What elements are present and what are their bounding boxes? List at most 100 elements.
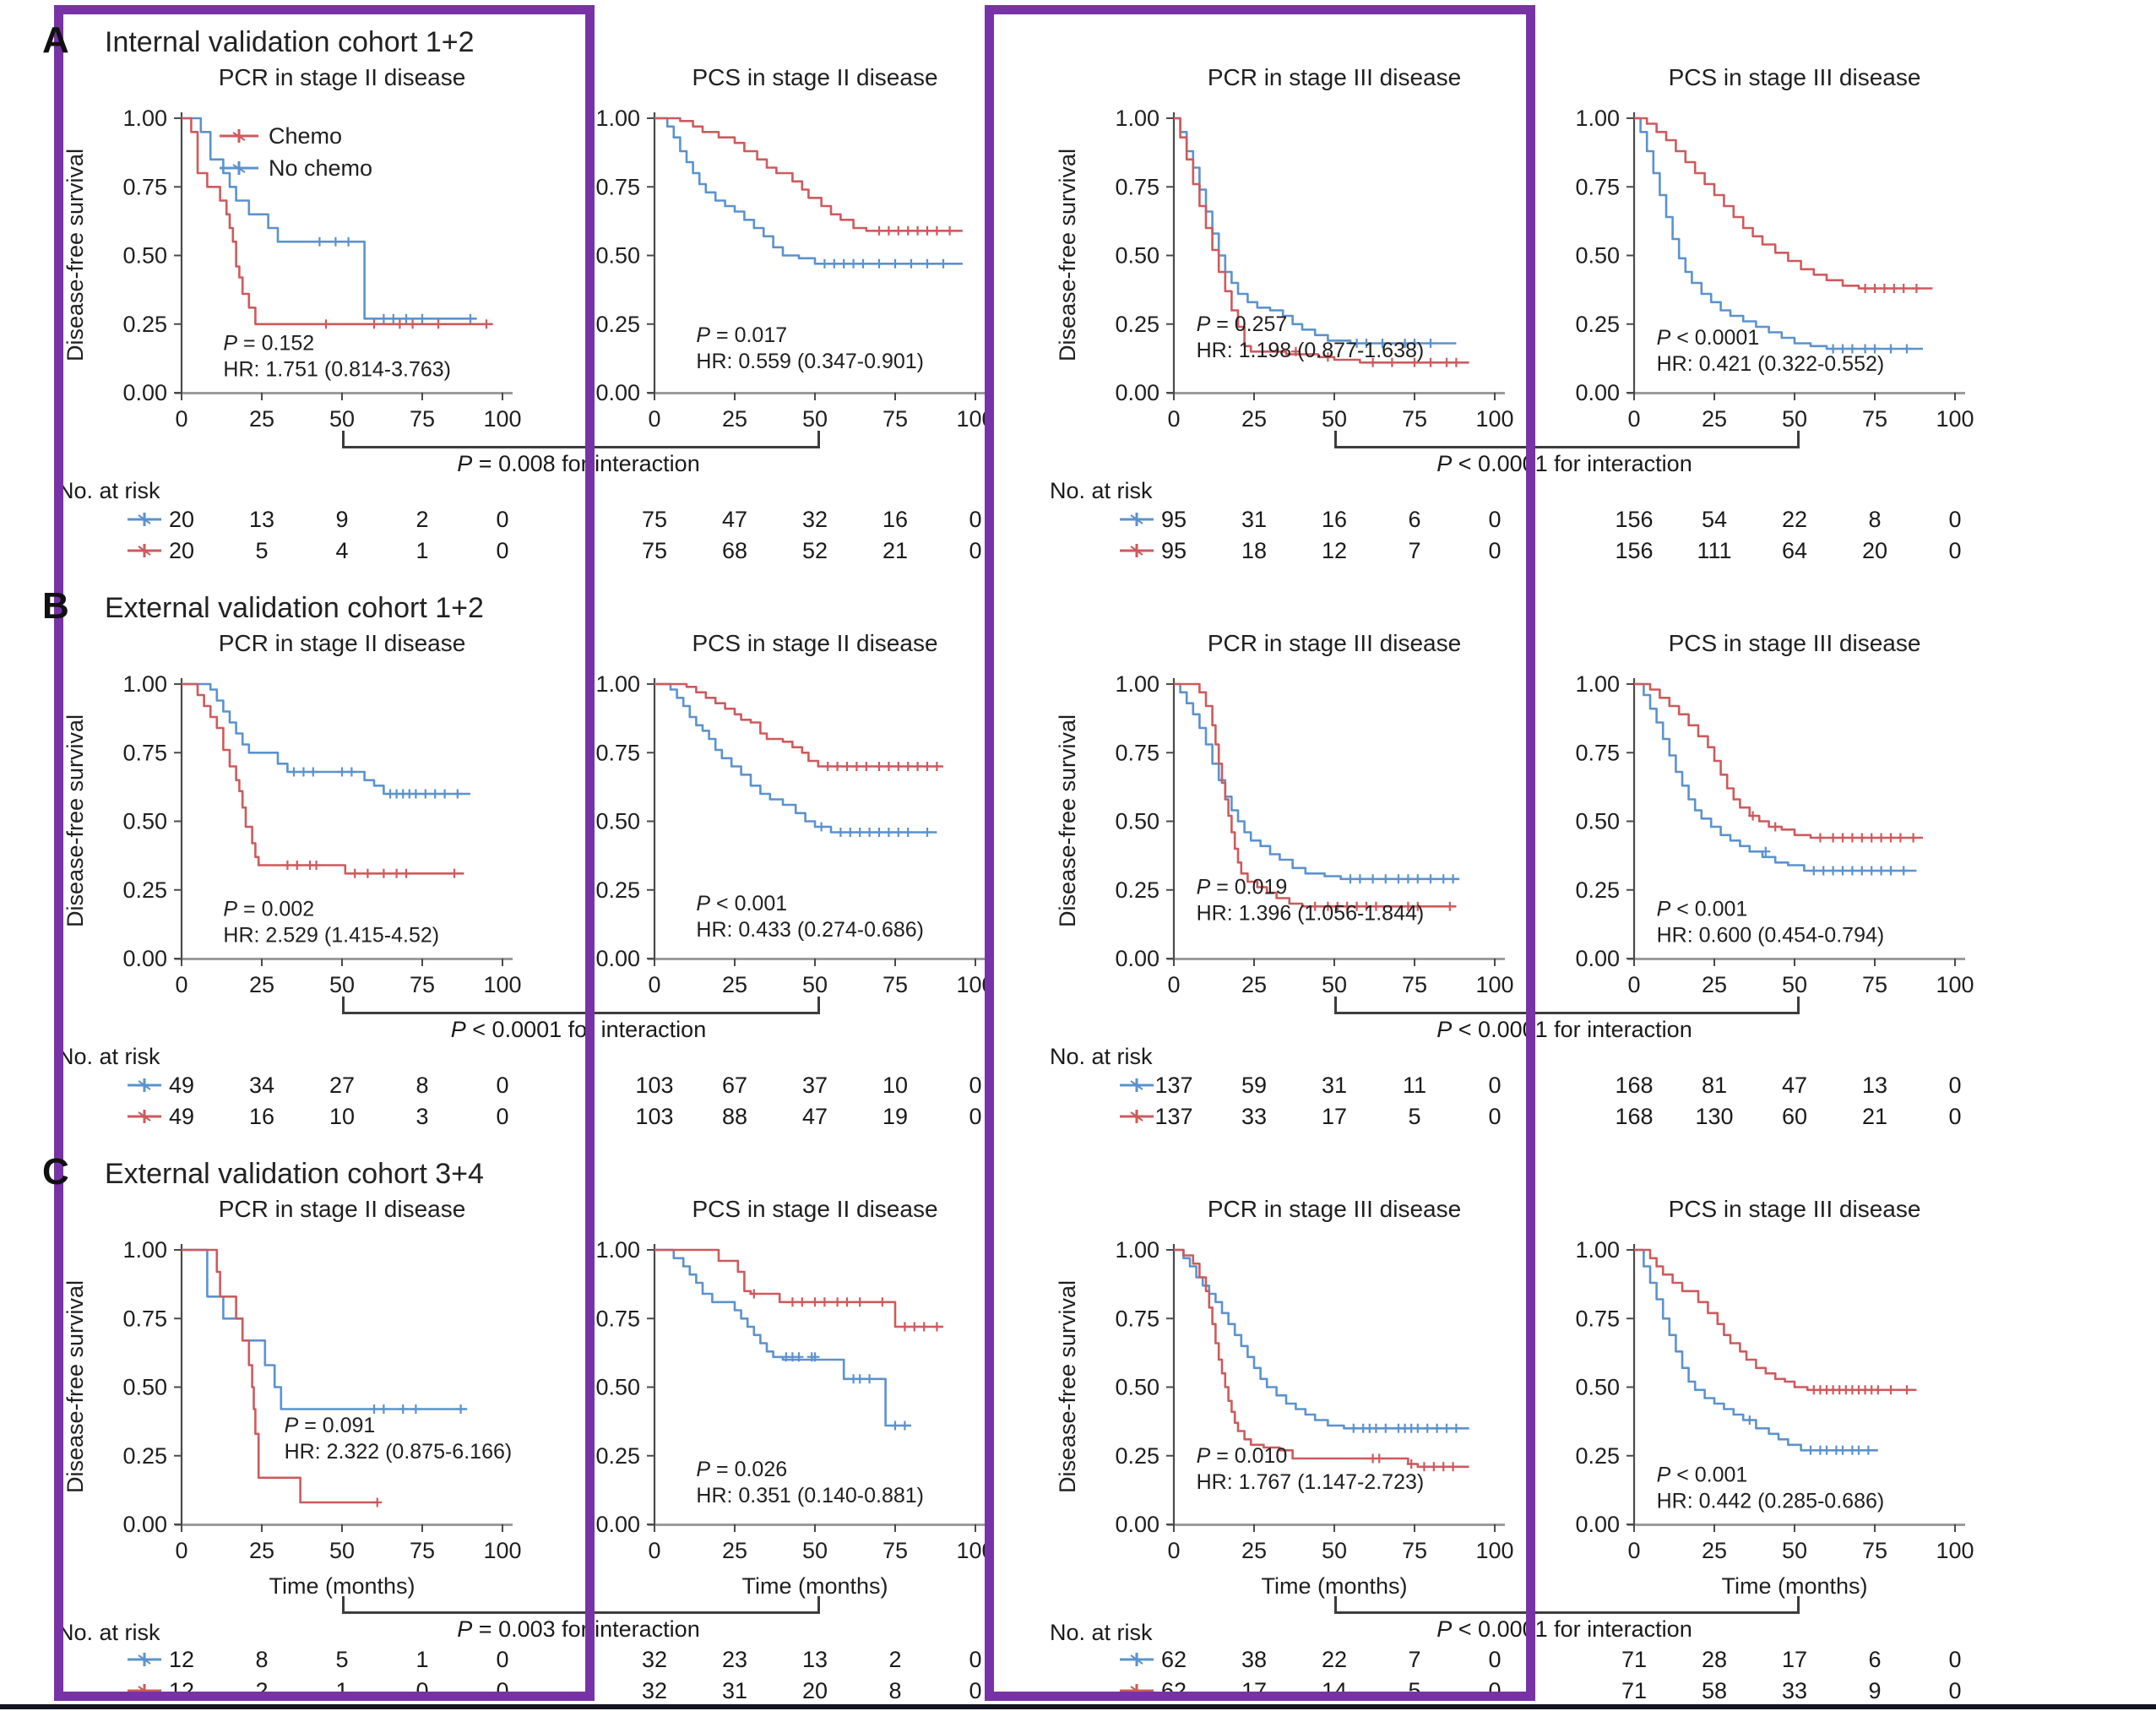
p-rest: = 0.017	[710, 323, 787, 347]
risk-count: 62	[1160, 1647, 1187, 1672]
stats-pvalue: P = 0.091	[285, 1414, 376, 1437]
x-tick-label: 0	[1167, 406, 1180, 432]
censor-marks-no_chemo	[1745, 1415, 1873, 1455]
y-axis-title: Disease-free survival	[1055, 149, 1080, 361]
censor-marks-no_chemo	[819, 258, 948, 269]
x-tick-label: 25	[722, 406, 747, 432]
y-tick-label: 1.00	[122, 671, 167, 697]
y-tick-label: 0.00	[1115, 1512, 1159, 1537]
risk-count: 58	[1701, 1678, 1728, 1703]
stats-hazard-ratio: HR: 0.559 (0.347-0.901)	[696, 350, 924, 373]
risk-count: 103	[635, 1073, 674, 1098]
y-tick-label: 1.00	[1115, 1237, 1159, 1263]
stats-pvalue: P < 0.001	[696, 892, 787, 915]
risk-count: 5	[255, 538, 269, 563]
risk-count: 32	[641, 1647, 668, 1672]
survival-curve-no_chemo	[182, 1248, 468, 1410]
risk-count: 47	[801, 1104, 828, 1129]
risk-count: 12	[168, 1678, 195, 1703]
panel-letter: B	[42, 585, 69, 627]
p-italic: P	[1657, 898, 1671, 921]
y-tick-label: 0.25	[1575, 312, 1620, 337]
stats-hazard-ratio: HR: 1.767 (1.147-2.723)	[1197, 1470, 1425, 1494]
y-tick-label: 0.00	[122, 1512, 167, 1537]
risk-count: 0	[496, 1104, 509, 1129]
risk-count: 111	[1697, 538, 1732, 563]
risk-count: 32	[641, 1678, 668, 1703]
censor-marks-no_chemo	[369, 1404, 466, 1414]
stats-hazard-ratio: HR: 1.396 (1.056-1.844)	[1197, 902, 1425, 926]
x-tick-label: 100	[1936, 406, 1974, 432]
x-tick-label: 75	[1402, 972, 1427, 997]
p-italic: P	[223, 332, 237, 356]
interaction-p-label: P = 0.008 for interaction	[325, 451, 832, 477]
risk-count: 0	[415, 1678, 429, 1703]
y-tick-label: 0.50	[122, 243, 167, 269]
x-tick-label: 75	[882, 1538, 908, 1563]
x-tick-label: 25	[1241, 1538, 1267, 1563]
risk-count: 59	[1241, 1073, 1268, 1098]
stats-hazard-ratio: HR: 1.751 (0.814-3.763)	[223, 358, 451, 382]
km-plot: PCR in stage II disease 1.00 0.75 0.50 0.25 0…	[62, 630, 522, 997]
p-italic: P	[1657, 1464, 1671, 1487]
risk-count: 0	[1488, 1647, 1502, 1672]
risk-row-marker-icon	[128, 1078, 161, 1092]
survival-curve-chemo	[654, 1248, 943, 1328]
censor-marks-no_chemo	[1761, 846, 1909, 876]
x-tick-label: 25	[249, 406, 274, 432]
risk-count: 20	[168, 507, 195, 532]
risk-row-marker-icon	[1120, 1078, 1154, 1092]
y-tick-label: 0.25	[122, 877, 167, 903]
risk-count: 95	[1160, 507, 1187, 532]
survival-curve-chemo	[1174, 117, 1469, 364]
x-tick-label: 50	[329, 406, 355, 432]
stats-pvalue: P = 0.152	[223, 332, 314, 356]
x-tick-label: 100	[956, 406, 994, 432]
marker-diag	[138, 514, 151, 524]
survival-curve-chemo	[654, 682, 943, 768]
plot-title: PCR in stage II disease	[219, 630, 466, 656]
survival-curve-chemo	[1634, 1248, 1917, 1392]
risk-count: 47	[1781, 1073, 1808, 1098]
y-axis-title: Disease-free survival	[62, 149, 88, 361]
survival-curve-no_chemo	[654, 1248, 911, 1427]
risk-count: 6	[1868, 1647, 1882, 1672]
p-italic: P	[696, 323, 710, 347]
risk-count: 13	[801, 1647, 828, 1672]
y-tick-label: 0.50	[595, 243, 640, 269]
y-tick-label: 0.25	[122, 1443, 167, 1469]
risk-count: 88	[721, 1104, 748, 1129]
x-tick-label: 75	[1862, 406, 1887, 432]
risk-table-label: No. at risk	[57, 1044, 160, 1069]
risk-count: 21	[882, 538, 909, 563]
stats-hazard-ratio: HR: 0.442 (0.285-0.686)	[1657, 1490, 1885, 1513]
km-plot: PCS in stage II disease 1.00 0.75 0.50 0.25 0…	[595, 1196, 994, 1599]
censor-marks-chemo	[1368, 1453, 1458, 1472]
risk-table-label: No. at risk	[1050, 478, 1153, 503]
km-plot: PCR in stage II disease 1.00 0.75 0.50 0.25 0…	[62, 1196, 522, 1599]
marker-diag	[1130, 1654, 1143, 1665]
x-axis-title: Time (months)	[1721, 1573, 1867, 1599]
y-tick-label: 0.25	[122, 312, 167, 337]
y-tick-label: 1.00	[1575, 671, 1620, 697]
censor-marks-no_chemo	[1828, 344, 1912, 354]
y-tick-label: 0.75	[595, 174, 640, 199]
x-tick-label: 100	[1475, 1538, 1513, 1563]
y-tick-label: 0.00	[1575, 1512, 1620, 1537]
y-axis-title: Disease-free survival	[62, 714, 88, 927]
censor-marks-no_chemo	[1345, 874, 1458, 884]
risk-count: 0	[969, 1073, 982, 1098]
risk-count: 8	[415, 1073, 429, 1098]
y-tick-label: 0.50	[122, 809, 167, 834]
risk-count: 60	[1781, 1104, 1808, 1129]
y-tick-label: 0.00	[595, 946, 640, 971]
risk-count: 68	[721, 538, 748, 563]
stats-hazard-ratio: HR: 0.433 (0.274-0.686)	[696, 918, 924, 942]
x-tick-label: 75	[1402, 1538, 1427, 1563]
y-tick-label: 0.25	[1575, 877, 1620, 903]
y-tick-label: 0.50	[122, 1375, 167, 1400]
risk-count: 16	[1321, 507, 1348, 532]
survival-curve-chemo	[1174, 1248, 1469, 1469]
stats-pvalue: P = 0.019	[1197, 876, 1288, 899]
